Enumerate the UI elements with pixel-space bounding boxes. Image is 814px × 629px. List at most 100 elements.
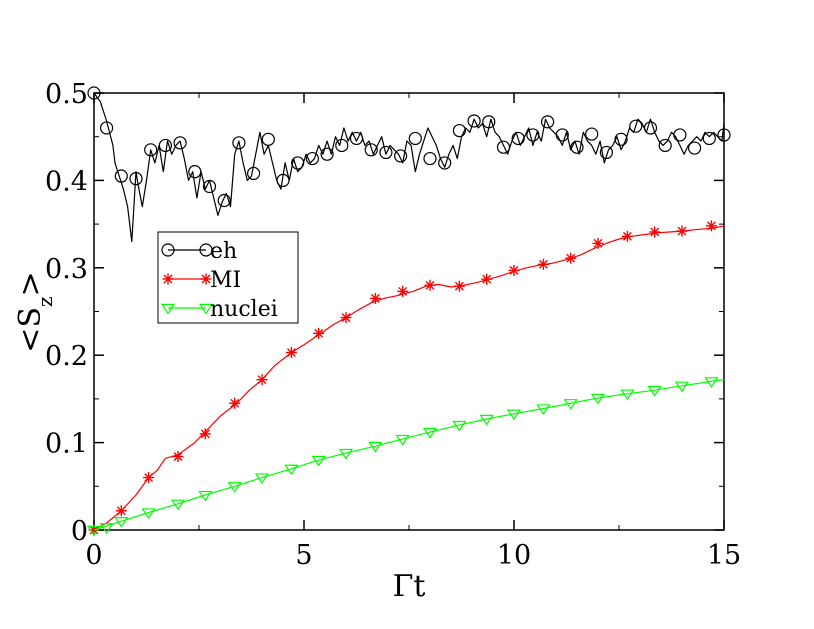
series-nuclei — [86, 377, 725, 537]
data-point-MI — [397, 285, 409, 297]
x-tick-label: 0 — [85, 540, 102, 571]
data-point-MI — [313, 327, 325, 339]
x-tick-label: 10 — [497, 540, 531, 571]
legend: eh MI nuclei — [157, 231, 299, 324]
y-tick-label: 0.3 — [45, 254, 88, 285]
legend-label: nuclei — [210, 297, 278, 322]
x-axis-ticks: 0 5 10 15 — [85, 93, 741, 571]
data-point-eh — [570, 140, 584, 154]
data-point-MI — [537, 258, 549, 270]
y-tick-label: 0.5 — [45, 79, 88, 110]
data-point-nuclei — [311, 455, 326, 467]
data-point-MI — [229, 397, 241, 409]
data-point-nuclei — [170, 499, 186, 511]
data-point-nuclei — [590, 393, 606, 405]
data-point-MI — [256, 374, 268, 386]
y-tick-label: 0.2 — [45, 341, 88, 372]
y-tick-label: 0 — [71, 516, 88, 547]
data-point-MI — [143, 472, 155, 484]
data-point-eh — [438, 156, 452, 170]
data-point-eh — [599, 145, 614, 160]
data-point-eh — [482, 115, 496, 129]
data-point-eh — [261, 132, 275, 146]
legend-item-MI: MI — [162, 268, 241, 293]
series-MI — [88, 220, 725, 536]
data-point-MI — [592, 237, 604, 249]
series-eh — [87, 86, 731, 243]
data-point-eh — [114, 169, 128, 183]
data-point-eh — [276, 173, 290, 187]
legend-marker — [162, 273, 174, 285]
series-line-eh — [93, 92, 725, 243]
data-point-MI — [481, 273, 493, 285]
data-point-nuclei — [620, 389, 635, 401]
data-point-nuclei — [254, 473, 270, 485]
data-point-nuclei — [141, 508, 156, 520]
legend-item-nuclei: nuclei — [160, 297, 278, 322]
data-point-eh — [467, 114, 481, 128]
data-point-nuclei — [674, 381, 690, 393]
data-point-nuclei — [86, 525, 102, 537]
data-point-eh — [540, 115, 555, 129]
data-point-eh — [408, 131, 422, 146]
data-point-nuclei — [395, 434, 410, 446]
data-point-eh — [687, 141, 702, 155]
data-point-nuclei — [506, 409, 522, 421]
data-point-nuclei — [338, 448, 354, 460]
x-axis-title: Γt — [393, 569, 426, 604]
data-point-nuclei — [368, 441, 383, 453]
x-tick-label: 5 — [295, 540, 312, 571]
series-line-MI — [93, 225, 725, 531]
data-point-eh — [188, 165, 202, 179]
y-tick-label: 0.4 — [45, 166, 88, 197]
data-point-nuclei — [452, 420, 467, 432]
series-layer — [86, 86, 731, 537]
y-axis-title-main: <S — [13, 307, 48, 353]
data-point-eh — [658, 138, 672, 153]
data-point-eh — [629, 119, 643, 133]
legend-marker — [199, 243, 213, 257]
data-point-MI — [172, 451, 184, 463]
data-point-eh — [291, 156, 305, 170]
data-point-eh — [305, 151, 319, 166]
data-point-eh — [673, 128, 687, 142]
data-point-nuclei — [227, 482, 242, 493]
y-tick-label: 0.1 — [45, 429, 88, 460]
data-point-eh — [87, 86, 101, 100]
data-point-eh — [526, 128, 540, 142]
legend-marker — [161, 243, 175, 257]
y-axis-title-close: > — [13, 271, 48, 296]
legend-marker — [198, 303, 214, 315]
data-point-MI — [508, 264, 520, 276]
data-point-nuclei — [198, 490, 213, 502]
data-point-eh — [320, 147, 334, 161]
data-point-nuclei — [114, 517, 129, 528]
data-point-eh — [144, 143, 158, 157]
data-point-MI — [453, 280, 465, 292]
data-point-MI — [649, 226, 661, 238]
data-point-nuclei — [563, 399, 578, 410]
data-point-eh — [232, 136, 246, 150]
legend-item-eh: eh — [161, 239, 237, 264]
data-point-eh — [496, 140, 511, 154]
legend-label: eh — [210, 239, 237, 264]
data-point-nuclei — [422, 427, 438, 439]
data-point-MI — [199, 428, 211, 440]
data-point-eh — [129, 172, 143, 186]
data-point-eh — [452, 123, 466, 138]
legend-label: MI — [210, 268, 241, 293]
data-point-nuclei — [479, 414, 494, 426]
data-point-eh — [158, 138, 172, 153]
data-point-MI — [705, 220, 717, 232]
data-point-eh — [717, 128, 731, 142]
y-axis-ticks: 0 0.1 0.2 0.3 0.4 0.5 — [45, 79, 724, 547]
data-point-nuclei — [536, 404, 551, 415]
y-axis-title: <Sz> — [13, 271, 57, 352]
data-point-eh — [217, 193, 231, 208]
legend-marker — [200, 273, 212, 285]
data-point-eh — [247, 166, 261, 181]
data-point-eh — [173, 136, 187, 150]
data-point-eh — [643, 121, 658, 135]
data-point-eh — [202, 179, 217, 194]
